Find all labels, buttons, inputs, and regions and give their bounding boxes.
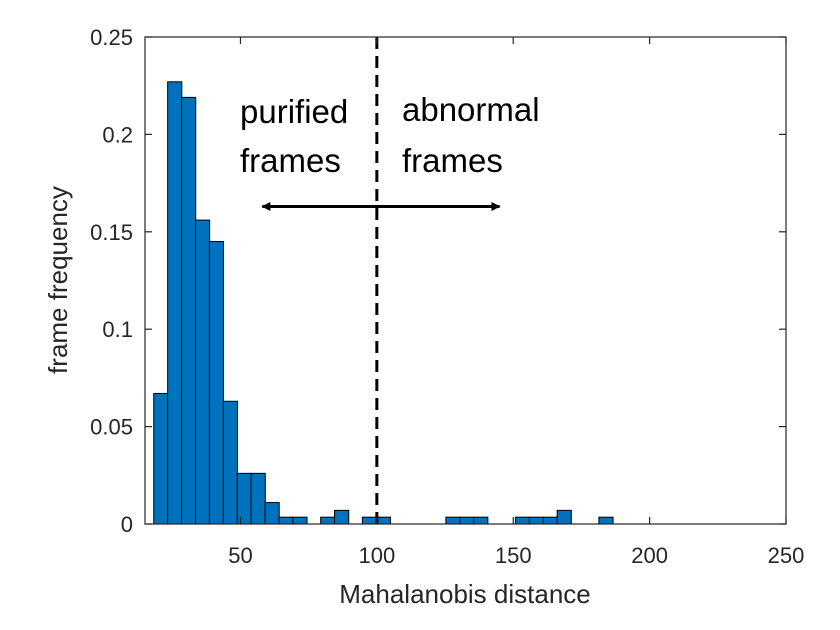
bar — [181, 96, 197, 525]
plot-background — [145, 37, 786, 524]
y-tick-label: 0 — [121, 512, 133, 537]
annotation-abnormal: abnormal — [402, 91, 540, 128]
annotation-frames-right: frames — [402, 142, 503, 179]
bar — [292, 516, 308, 525]
y-tick-label: 0.15 — [90, 220, 133, 245]
x-tick-label: 150 — [495, 543, 532, 568]
bar — [598, 516, 614, 525]
bar — [264, 502, 280, 525]
bar — [153, 392, 169, 525]
y-axis-label: frame frequency — [43, 186, 73, 374]
bar — [208, 241, 225, 525]
y-axis-ticks: 0 0.05 0.1 0.15 0.2 0.25 — [90, 25, 786, 537]
x-tick-label: 100 — [358, 543, 395, 568]
bar — [528, 516, 545, 525]
bar — [250, 472, 266, 525]
x-tick-label: 250 — [768, 543, 805, 568]
annotation-frames-left: frames — [240, 142, 341, 179]
bar — [473, 516, 489, 525]
y-tick-label: 0.25 — [90, 25, 133, 50]
bar — [445, 516, 461, 525]
axes-box — [144, 36, 787, 525]
y-tick-label: 0.05 — [90, 415, 133, 440]
x-tick-label: 200 — [631, 543, 668, 568]
x-axis-label: Mahalanobis distance — [339, 579, 591, 609]
x-tick-label: 50 — [228, 543, 252, 568]
bar — [542, 516, 558, 525]
bar — [278, 516, 294, 525]
annotation-purified: purified — [240, 93, 348, 130]
bar — [236, 472, 252, 525]
bar — [320, 516, 336, 525]
bar — [361, 516, 378, 525]
y-tick-label: 0.2 — [102, 122, 133, 147]
bar — [167, 81, 183, 525]
y-tick-label: 0.1 — [102, 317, 133, 342]
bar — [222, 400, 238, 525]
bar — [514, 516, 531, 525]
bar — [194, 219, 211, 525]
bars-group — [153, 81, 614, 525]
bar — [334, 509, 350, 525]
bar — [556, 509, 572, 525]
bar — [375, 516, 391, 525]
bar — [459, 516, 475, 525]
x-axis-ticks: 50 100 150 200 250 — [228, 37, 804, 568]
